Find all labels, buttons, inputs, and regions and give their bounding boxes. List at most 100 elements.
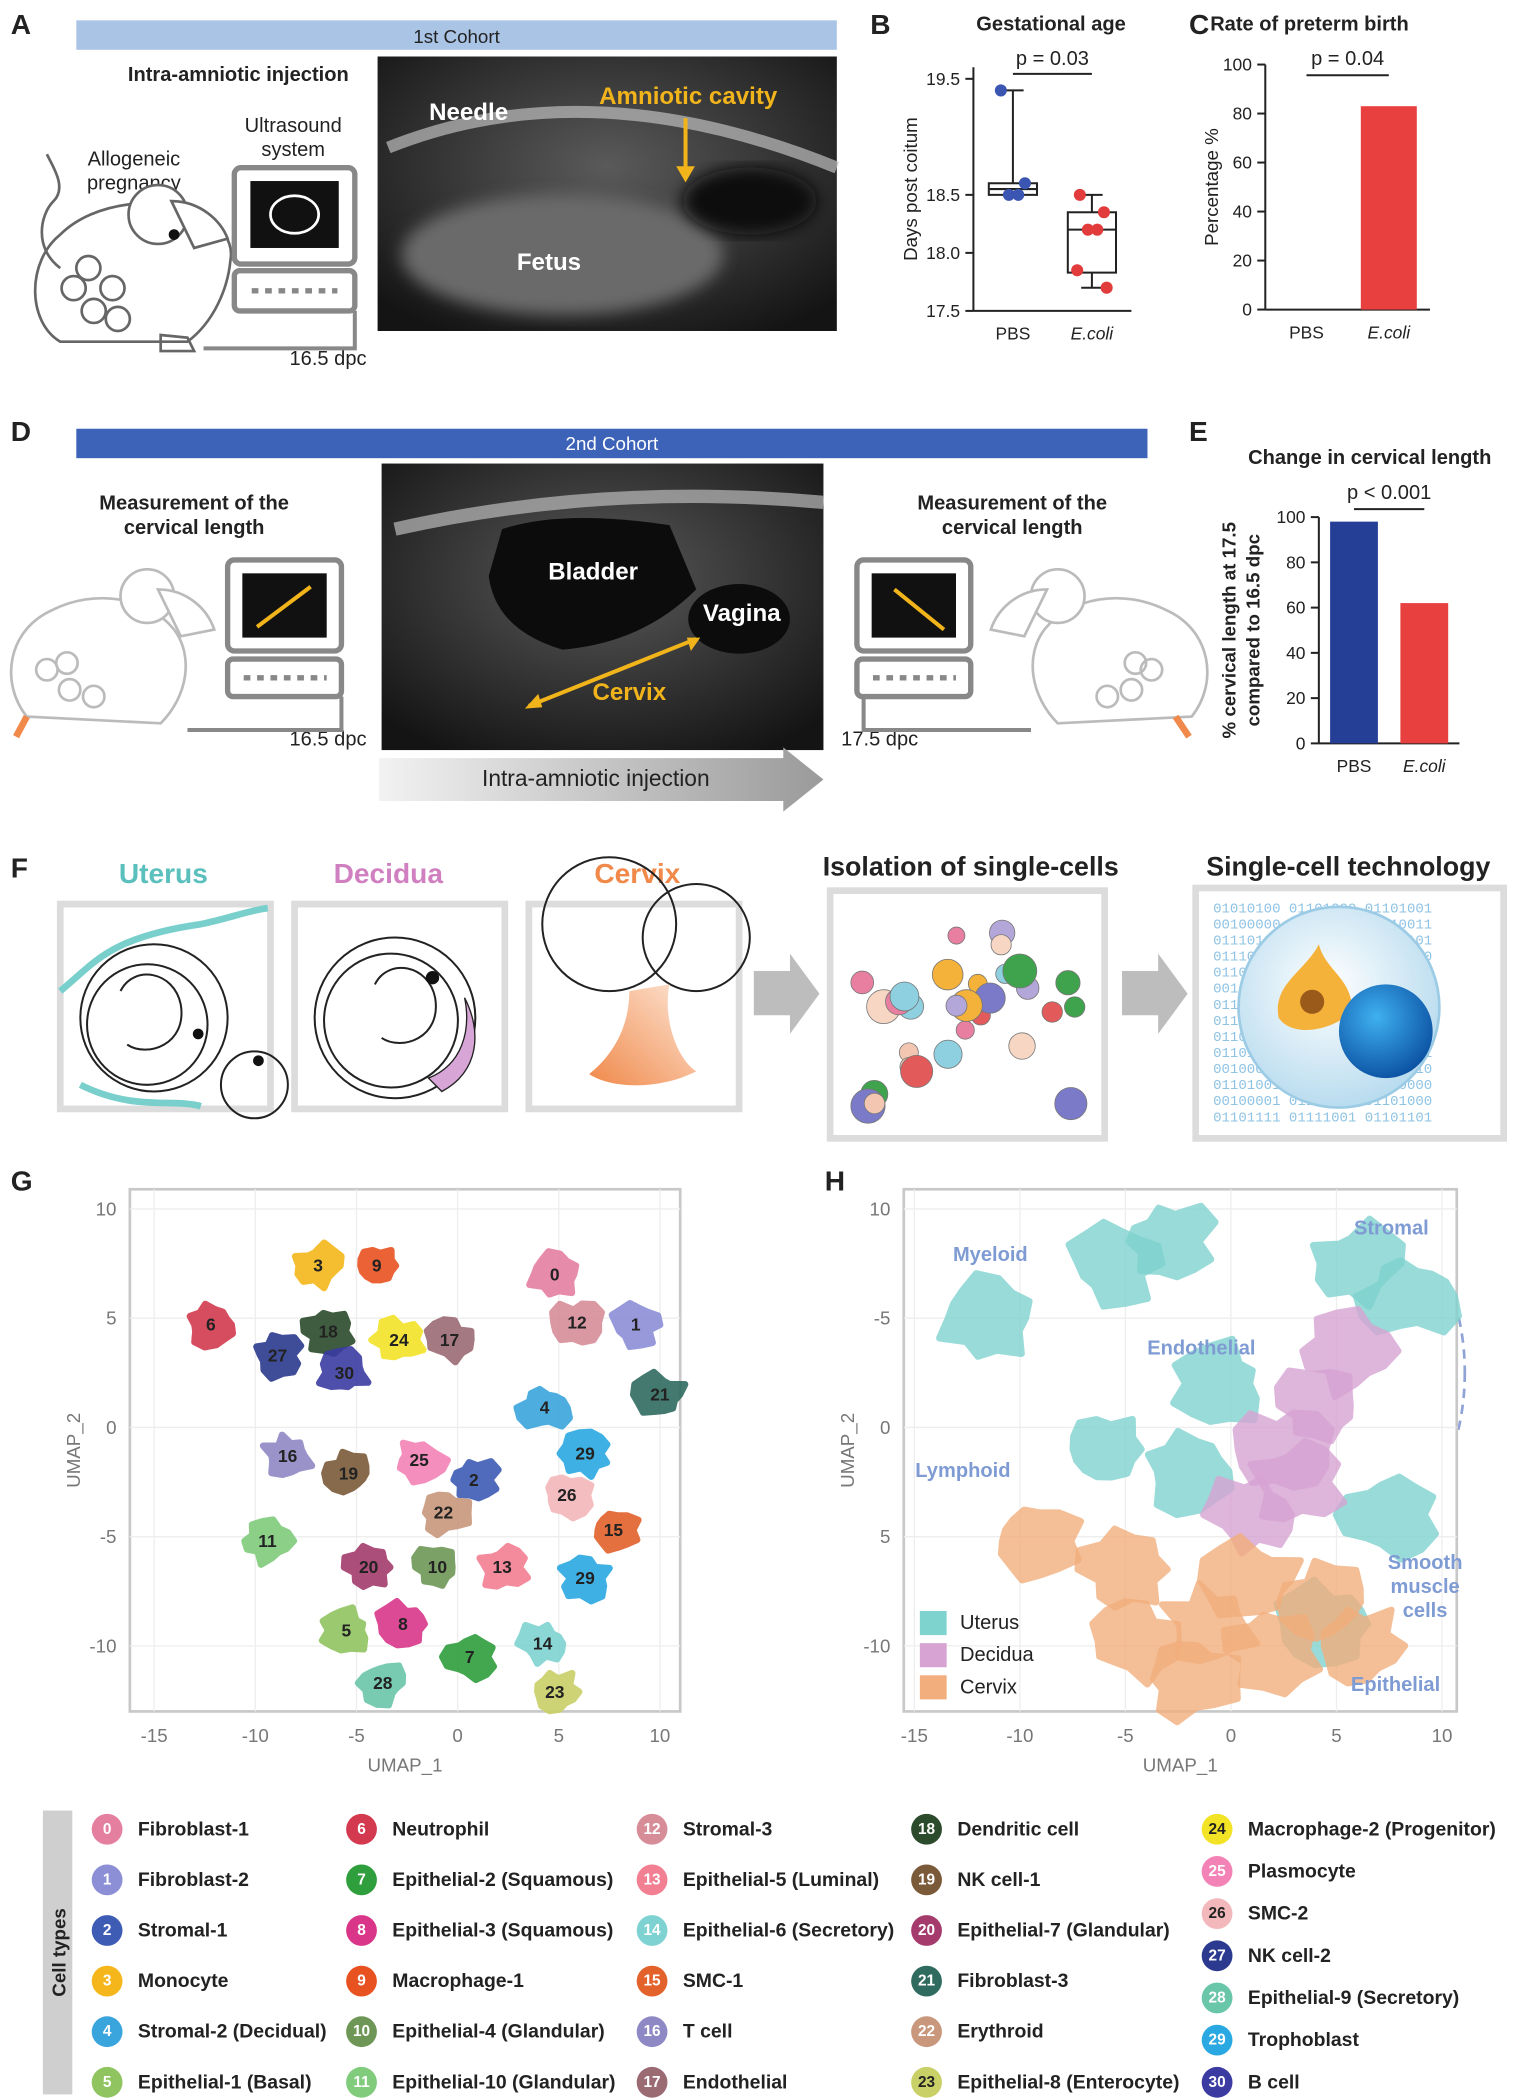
decoration xyxy=(488,517,697,650)
decoration xyxy=(524,693,543,709)
legend-swatch xyxy=(911,1965,942,1997)
legend-label: Epithelial-2 (Squamous) xyxy=(392,1869,613,1891)
legend-label: Epithelial-3 (Squamous) xyxy=(392,1919,613,1941)
uterus-wall xyxy=(58,904,269,994)
y-tick-label: 100 xyxy=(1223,55,1252,75)
legend-label: Epithelial-1 (Basal) xyxy=(138,2071,312,2093)
legend-swatch xyxy=(91,2016,123,2048)
cluster-label: 25 xyxy=(410,1450,430,1470)
cluster-cloud xyxy=(1200,1475,1295,1557)
x-tick-label: -10 xyxy=(1006,1725,1033,1746)
legend-swatch xyxy=(919,1643,947,1668)
cluster-label: 12 xyxy=(567,1313,586,1333)
legend-number: 28 xyxy=(1209,1989,1227,2006)
legend-title: Cell types xyxy=(48,1908,69,1997)
legend-number: 24 xyxy=(1209,1821,1227,1838)
cluster-label: 13 xyxy=(492,1557,512,1577)
cluster-label: 17 xyxy=(440,1330,459,1350)
cluster-cloud xyxy=(291,1239,345,1292)
cluster-cloud xyxy=(593,1510,642,1554)
y-tick-label: 19.5 xyxy=(926,69,960,89)
cluster-cloud xyxy=(253,1332,305,1382)
cluster-cloud xyxy=(1352,1257,1462,1336)
x-tick-label: -15 xyxy=(141,1725,168,1746)
y-tick-label: 5 xyxy=(106,1308,116,1329)
cell xyxy=(931,958,964,991)
decoration xyxy=(203,310,357,351)
legend-number: 18 xyxy=(918,1821,936,1838)
y-tick-label: 20 xyxy=(1233,251,1252,271)
legend-label: NK cell-2 xyxy=(1248,1945,1331,1967)
decoration xyxy=(80,297,108,325)
legend-number: 12 xyxy=(644,1821,661,1838)
legend-swatch xyxy=(1201,1982,1233,2014)
cluster-cloud xyxy=(368,1314,427,1361)
legend-swatch xyxy=(1201,1856,1233,1887)
cluster-cloud xyxy=(1197,1533,1304,1619)
flow-arrow xyxy=(1122,953,1188,1034)
cluster-label: 16 xyxy=(278,1446,298,1466)
chart-title: Rate of preterm birth xyxy=(1210,13,1409,35)
legend-number: 5 xyxy=(103,2074,112,2091)
decoration xyxy=(528,637,697,708)
y-tick-label: 80 xyxy=(1286,552,1305,572)
legend-number: 9 xyxy=(357,1973,366,1990)
panel-label: C xyxy=(1189,9,1209,40)
cluster-label: 22 xyxy=(434,1503,453,1523)
image-label: Amniotic cavity xyxy=(599,83,778,110)
cluster-label: 8 xyxy=(398,1614,408,1634)
point xyxy=(1018,177,1031,190)
cluster-cloud xyxy=(534,1669,583,1715)
decoration xyxy=(187,696,344,733)
banner xyxy=(76,428,1148,459)
cell xyxy=(889,981,920,1012)
decoration xyxy=(401,194,724,315)
decoration xyxy=(323,952,459,1089)
x-axis-label: UMAP_1 xyxy=(1143,1754,1218,1776)
banner-text: 1st Cohort xyxy=(413,26,500,47)
timepoint: 16.5 dpc xyxy=(290,348,367,370)
cluster-cloud xyxy=(526,1248,580,1298)
decoration xyxy=(291,900,509,1113)
legend-label: SMC-1 xyxy=(683,1970,744,1992)
decoration xyxy=(641,882,751,993)
point xyxy=(1097,206,1110,219)
cluster-label: 20 xyxy=(359,1557,378,1577)
decoration xyxy=(269,194,321,235)
decoration xyxy=(56,900,274,1113)
y-axis-label: compared to 16.5 dpc xyxy=(1243,534,1264,727)
y-axis-label: % cervical length at 17.5 xyxy=(1219,522,1240,739)
nucleus xyxy=(1300,989,1325,1014)
decoration xyxy=(60,274,88,302)
y-tick-label: 0 xyxy=(880,1417,890,1438)
y-tick-label: -10 xyxy=(863,1635,890,1656)
tissue-label: Uterus xyxy=(119,858,208,889)
decidua xyxy=(427,997,476,1093)
legend-swatch xyxy=(911,1915,942,1946)
cell xyxy=(933,1039,963,1069)
legend-label: Fibroblast-1 xyxy=(138,1818,249,1840)
cell xyxy=(1064,996,1086,1018)
x-tick-label: 0 xyxy=(452,1725,462,1746)
legend-number: 27 xyxy=(1209,1947,1226,1964)
decoration xyxy=(989,588,1050,638)
y-tick-label: 17.5 xyxy=(926,301,960,321)
legend-label: Uterus xyxy=(960,1612,1019,1634)
legend-number: 23 xyxy=(918,2074,935,2091)
legend-label: B cell xyxy=(1248,2071,1300,2093)
label: Ultrasound xyxy=(245,115,342,137)
decoration xyxy=(861,696,1031,733)
cell xyxy=(850,970,875,995)
banner-text: 2nd Cohort xyxy=(566,433,659,454)
region-label: Stromal xyxy=(1354,1218,1429,1240)
cluster-cloud xyxy=(439,1634,498,1684)
x-tick-label: PBS xyxy=(1337,756,1372,776)
bar xyxy=(1360,106,1417,310)
cluster-label: 26 xyxy=(557,1485,577,1505)
cluster-label: 5 xyxy=(342,1621,352,1641)
title: Intra-amniotic injection xyxy=(128,64,349,86)
legend-number: 8 xyxy=(357,1922,366,1939)
legend-swatch xyxy=(919,1675,947,1700)
legend-label: Macrophage-2 (Progenitor) xyxy=(1248,1818,1496,1840)
cluster-cloud xyxy=(1150,1641,1242,1726)
